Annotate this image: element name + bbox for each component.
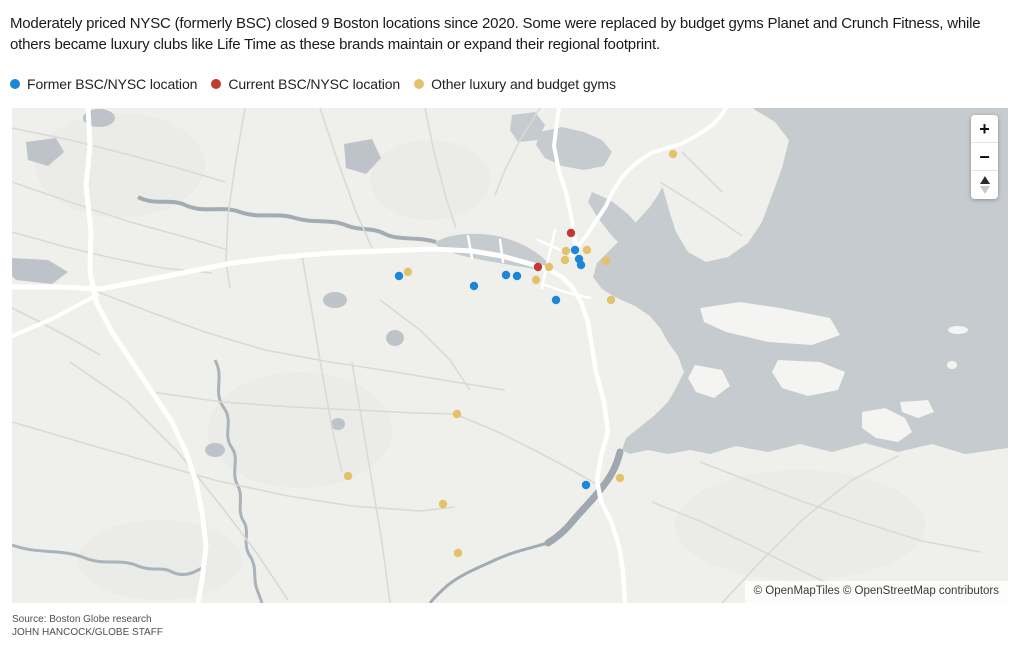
legend-dot-former-icon — [10, 79, 20, 89]
map-canvas[interactable]: + − © OpenMapTiles © OpenStreetMap contr… — [12, 108, 1008, 603]
marker-current-bsc-nysc[interactable] — [533, 262, 543, 272]
marker-other-luxury-budget-gyms[interactable] — [615, 473, 625, 483]
marker-other-luxury-budget-gyms[interactable] — [561, 246, 571, 256]
marker-other-luxury-budget-gyms[interactable] — [453, 548, 463, 558]
marker-current-bsc-nysc[interactable] — [566, 228, 576, 238]
chart-title: Moderately priced NYSC (formerly BSC) cl… — [10, 15, 981, 53]
map-markers — [343, 149, 678, 558]
map-tiles — [12, 108, 1008, 603]
marker-other-luxury-budget-gyms[interactable] — [403, 267, 413, 277]
marker-other-luxury-budget-gyms[interactable] — [606, 295, 616, 305]
marker-other-luxury-budget-gyms[interactable] — [544, 262, 554, 272]
marker-other-luxury-budget-gyms[interactable] — [531, 275, 541, 285]
legend-label-other: Other luxury and budget gyms — [431, 76, 616, 92]
marker-former-bsc-nysc[interactable] — [581, 480, 591, 490]
legend-item-other: Other luxury and budget gyms — [414, 76, 616, 92]
compass-up-icon — [979, 176, 990, 184]
marker-other-luxury-budget-gyms[interactable] — [668, 149, 678, 159]
marker-former-bsc-nysc[interactable] — [576, 260, 586, 270]
legend-label-current: Current BSC/NYSC location — [228, 76, 401, 92]
legend-dot-other-icon — [414, 79, 425, 89]
map-land-tints — [35, 113, 925, 600]
marker-former-bsc-nysc[interactable] — [394, 271, 404, 281]
marker-other-luxury-budget-gyms[interactable] — [452, 409, 462, 419]
marker-former-bsc-nysc[interactable] — [570, 245, 580, 255]
marker-former-bsc-nysc[interactable] — [512, 271, 522, 281]
zoom-out-button[interactable]: − — [971, 143, 998, 171]
compass-down-icon — [979, 186, 990, 194]
compass-reset-button[interactable] — [971, 171, 998, 199]
marker-other-luxury-budget-gyms[interactable] — [582, 245, 592, 255]
legend-item-current: Current BSC/NYSC location — [211, 76, 400, 92]
marker-other-luxury-budget-gyms[interactable] — [560, 255, 570, 265]
marker-other-luxury-budget-gyms[interactable] — [438, 499, 448, 509]
credit-line: JOHN HANCOCK/GLOBE STAFF — [12, 627, 163, 638]
legend-dot-current-icon — [211, 79, 222, 89]
legend: Former BSC/NYSC location Current BSC/NYS… — [10, 76, 616, 92]
legend-label-former: Former BSC/NYSC location — [27, 76, 198, 92]
marker-other-luxury-budget-gyms[interactable] — [601, 256, 611, 266]
map-roads-minor — [12, 108, 981, 603]
marker-former-bsc-nysc[interactable] — [469, 281, 479, 291]
marker-former-bsc-nysc[interactable] — [501, 270, 511, 280]
marker-other-luxury-budget-gyms[interactable] — [343, 471, 353, 481]
map-roads-major — [12, 108, 728, 603]
map-attribution[interactable]: © OpenMapTiles © OpenStreetMap contribut… — [744, 581, 1008, 603]
source-note: Source: Boston Globe research JOHN HANCO… — [12, 613, 163, 639]
marker-former-bsc-nysc[interactable] — [551, 295, 561, 305]
zoom-in-button[interactable]: + — [971, 115, 998, 143]
source-line: Source: Boston Globe research — [12, 614, 152, 625]
map-islands — [648, 108, 968, 442]
map-zoom-control: + − — [971, 115, 998, 199]
legend-item-former: Former BSC/NYSC location — [10, 76, 197, 92]
